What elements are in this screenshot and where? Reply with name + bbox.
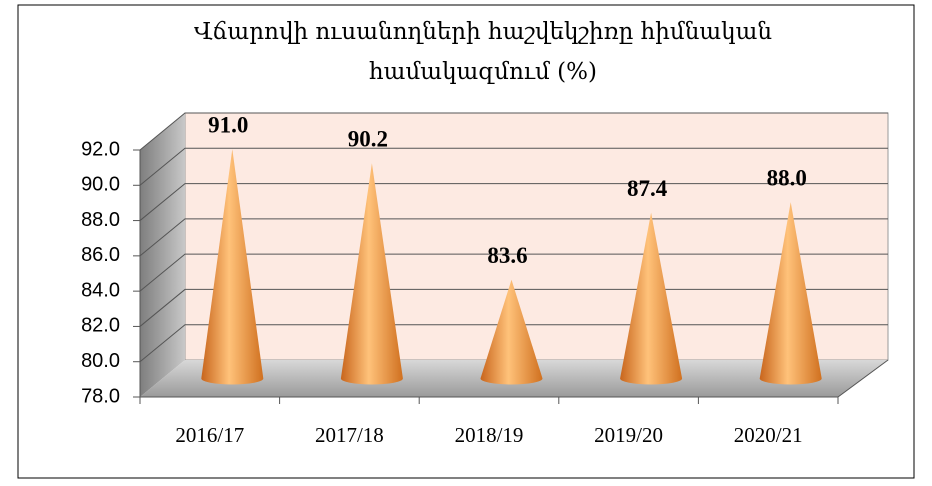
grid-line [139,218,888,257]
value-label: 91.0 [208,112,248,137]
grid-line [139,147,888,186]
value-label: 88.0 [767,165,807,190]
x-tick-label: 2016/17 [175,423,244,447]
y-tick-label: 82.0 [81,315,120,337]
y-tick-label: 80.0 [81,350,120,372]
x-tick-label: 2018/19 [455,423,524,447]
value-label: 83.6 [487,243,527,268]
grid-line [139,112,888,151]
y-tick-label: 84.0 [81,279,120,301]
value-label: 90.2 [348,127,388,152]
y-tick-label: 88.0 [81,209,120,231]
grid-line [139,183,888,221]
x-tick-label: 2019/20 [594,423,663,447]
x-tick-label: 2017/18 [315,423,384,447]
cone [340,163,403,385]
y-tick-label: 78.0 [81,385,120,407]
cone [759,202,822,385]
y-tick-label: 86.0 [81,244,120,266]
x-tick-label: 2020/21 [734,423,803,447]
cone [201,149,264,385]
cone [620,212,683,385]
floor-edge [837,359,889,398]
side-wall [140,113,185,397]
chart-title: Վճարովի ուսանողների հաշվեկշիռը հիմնական … [193,19,773,85]
y-tick-label: 92.0 [81,138,120,160]
cone [480,279,543,385]
y-tick-label: 90.0 [81,174,120,196]
value-label: 87.4 [627,176,668,201]
